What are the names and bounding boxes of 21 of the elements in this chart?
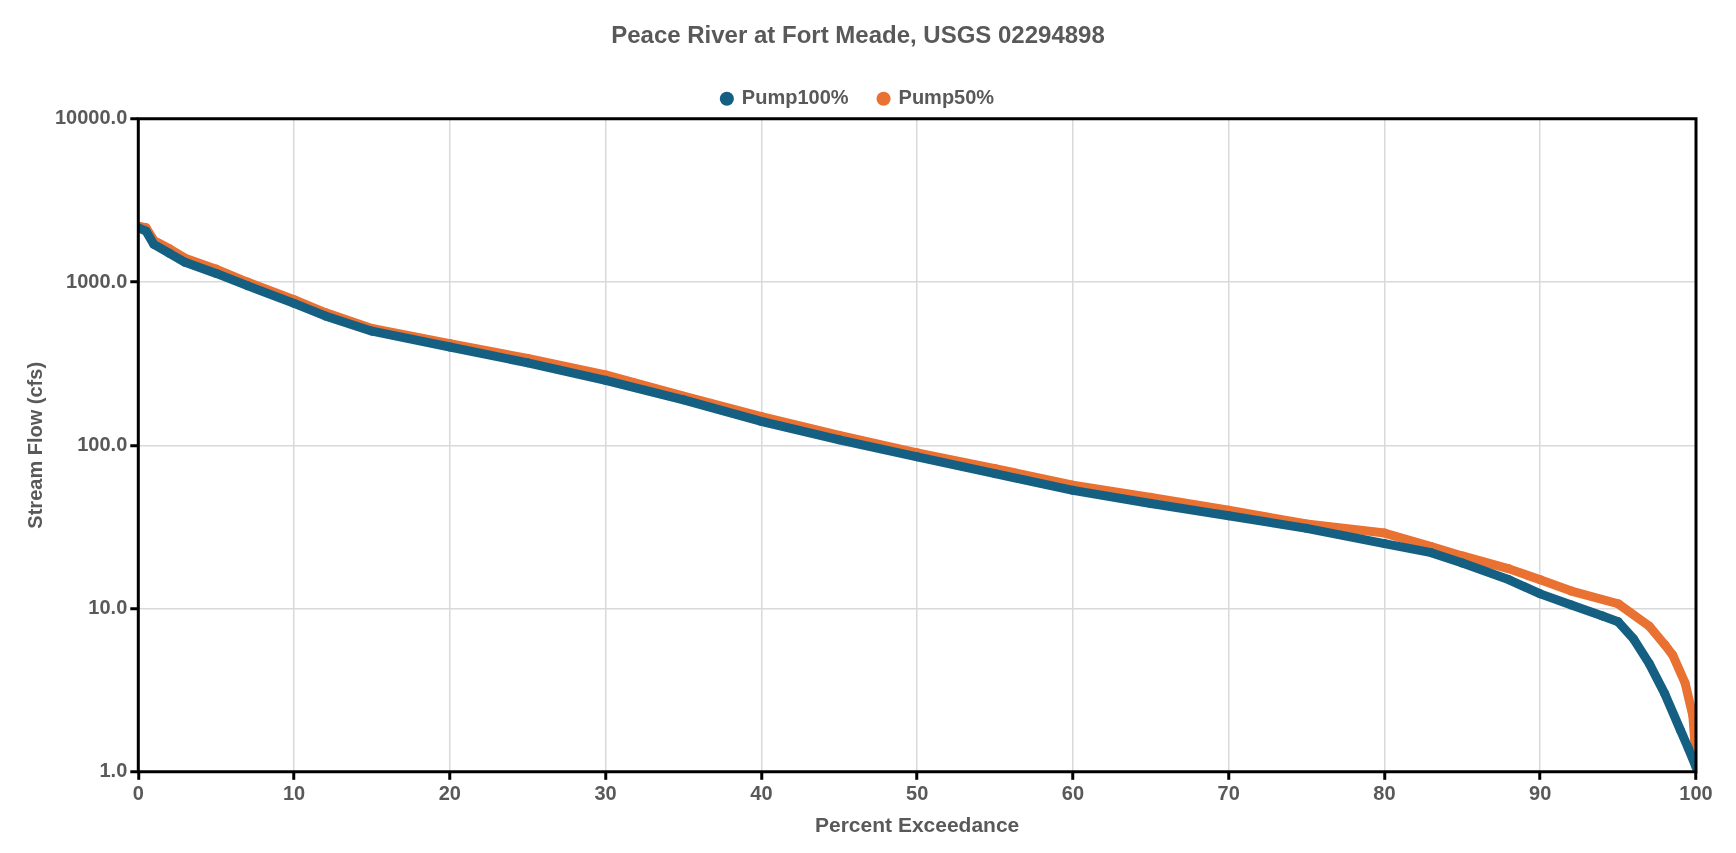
y-tick-label: 1000.0 — [66, 269, 128, 292]
y-tick-label: 100.0 — [77, 432, 128, 455]
x-tick-label: 30 — [594, 782, 617, 805]
chart-title: Peace River at Fort Meade, USGS 02294898 — [611, 21, 1105, 49]
x-tick-label: 60 — [1061, 782, 1085, 805]
x-tick-label: 100 — [1679, 782, 1713, 805]
y-tick-label: 10000.0 — [55, 106, 128, 129]
x-tick-label: 50 — [906, 782, 929, 805]
y-tick-label: 10.0 — [88, 596, 128, 619]
y-tick-label: 1.0 — [99, 759, 128, 782]
x-tick-label: 40 — [750, 782, 773, 805]
x-tick-label: 70 — [1217, 782, 1240, 805]
y-axis-title: Stream Flow (cfs) — [23, 361, 46, 529]
legend-label: Pump100% — [741, 86, 849, 109]
x-tick-label: 80 — [1373, 782, 1396, 805]
legend-label: Pump50% — [898, 86, 995, 109]
x-tick-label: 10 — [282, 782, 306, 805]
x-tick-label: 90 — [1529, 782, 1552, 805]
x-tick-label: 20 — [438, 782, 461, 805]
x-axis-title: Percent Exceedance — [815, 813, 1020, 837]
x-tick-label: 0 — [132, 782, 144, 805]
